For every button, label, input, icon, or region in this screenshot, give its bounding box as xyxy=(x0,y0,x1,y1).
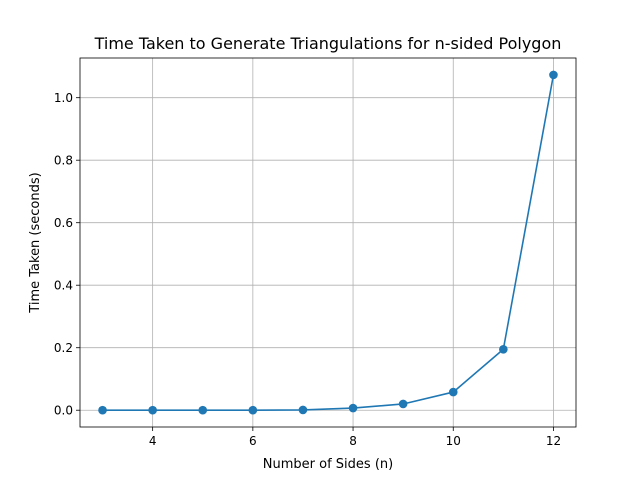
series-line xyxy=(102,74,555,412)
y-tick-label: 0.4 xyxy=(54,279,73,293)
x-tick-label: 8 xyxy=(349,434,357,448)
x-tick-label: 10 xyxy=(446,434,461,448)
data-point xyxy=(198,405,208,415)
chart-title: Time Taken to Generate Triangulations fo… xyxy=(94,34,562,53)
data-point xyxy=(248,405,258,415)
y-axis-label: Time Taken (seconds) xyxy=(28,172,43,313)
data-point xyxy=(298,405,308,415)
x-axis-label: Number of Sides (n) xyxy=(263,457,393,472)
grid xyxy=(80,58,576,427)
plot-frame xyxy=(79,57,577,428)
data-point xyxy=(348,403,358,413)
y-tick-label: 0.0 xyxy=(54,404,73,418)
x-tick-label: 12 xyxy=(546,434,561,448)
data-point xyxy=(398,399,408,409)
ticks: 4 6 8 10 12 0.0 0.2 0.4 0.6 0.8 1.0 xyxy=(54,91,561,448)
data-point xyxy=(98,405,107,415)
y-tick-label: 0.6 xyxy=(54,216,73,230)
data-point xyxy=(499,344,508,354)
data-point xyxy=(549,70,558,80)
y-tick-label: 1.0 xyxy=(54,91,73,105)
series-layer xyxy=(98,70,558,415)
x-tick-label: 4 xyxy=(149,434,157,448)
x-tick-label: 6 xyxy=(249,434,257,448)
data-point xyxy=(148,405,157,415)
data-point xyxy=(448,387,458,397)
y-tick-label: 0.8 xyxy=(54,154,73,168)
y-tick-label: 0.2 xyxy=(54,341,73,355)
